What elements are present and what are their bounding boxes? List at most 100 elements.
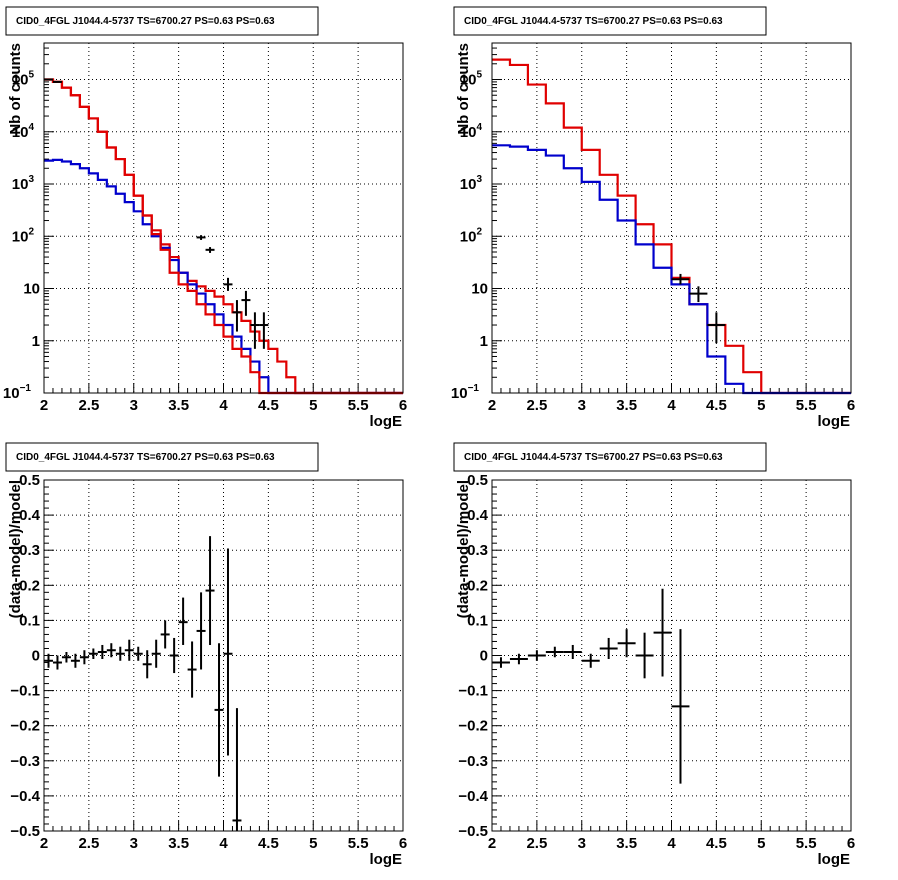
x-tick-label: 5.5 <box>348 397 369 414</box>
y-tick-label-exponent: 2 <box>28 226 34 237</box>
data-point <box>98 645 107 659</box>
data-point <box>188 641 197 697</box>
y-tick-label: −0.3 <box>10 753 40 770</box>
y-tick-label: 10−1 <box>3 383 32 402</box>
data-point <box>89 648 98 659</box>
y-tick-label: −0.5 <box>458 823 488 840</box>
x-tick-label: 5 <box>309 397 317 414</box>
data-point <box>259 312 268 349</box>
x-tick-label: 4.5 <box>258 397 279 414</box>
chart-title: CID0_4FGL J1044.4-5737 TS=6700.27 PS=0.6… <box>16 16 275 27</box>
data-point <box>528 650 546 661</box>
y-tick-label-exponent: 3 <box>476 174 482 185</box>
data-point <box>53 82 62 83</box>
y-tick-label: −0.3 <box>458 753 488 770</box>
x-tick-label: 3.5 <box>616 835 637 852</box>
chart-title: CID0_4FGL J1044.4-5737 TS=6700.27 PS=0.6… <box>464 16 723 27</box>
data-point <box>636 633 654 679</box>
x-tick-label: 3 <box>578 397 586 414</box>
y-tick-label-exponent: 4 <box>28 122 34 133</box>
x-tick-label: 6 <box>399 835 407 852</box>
data-point <box>116 647 125 661</box>
y-tick-label: −0.2 <box>458 718 488 735</box>
x-axis-label: logE <box>370 413 403 430</box>
x-axis-label: logE <box>818 413 851 430</box>
data-point <box>215 643 224 776</box>
x-tick-label: 5 <box>757 397 765 414</box>
y-tick-label: 103 <box>12 174 35 193</box>
y-axis-label: (data-model)/model <box>7 480 24 618</box>
x-tick-label: 6 <box>847 835 855 852</box>
data-point <box>600 638 618 659</box>
data-point <box>125 640 134 661</box>
series-line-2 <box>44 160 403 393</box>
x-tick-label: 2.5 <box>526 397 547 414</box>
y-tick-label-exponent: 4 <box>476 122 482 133</box>
y-tick-label: 1 <box>32 333 40 350</box>
x-tick-label: 2 <box>488 397 496 414</box>
data-point <box>241 291 250 316</box>
y-tick-label: 102 <box>460 226 483 245</box>
data-point <box>170 638 179 673</box>
x-tick-label: 3.5 <box>168 397 189 414</box>
y-tick-label: 1 <box>480 333 488 350</box>
y-tick-label: −0.5 <box>10 823 40 840</box>
y-tick-label-exponent: 5 <box>476 70 482 81</box>
x-tick-label: 6 <box>399 397 407 414</box>
y-axis-label: Nb of counts <box>455 43 472 135</box>
data-point <box>564 645 582 659</box>
y-tick-label-exponent: 2 <box>476 226 482 237</box>
x-tick-label: 4 <box>667 397 676 414</box>
data-point <box>179 598 188 645</box>
y-tick-label: 0 <box>480 648 488 665</box>
y-tick-label-exponent: 5 <box>28 70 34 81</box>
chart-title: CID0_4FGL J1044.4-5737 TS=6700.27 PS=0.6… <box>16 452 275 463</box>
data-point <box>143 650 152 678</box>
y-tick-label-exponent: −1 <box>468 383 480 394</box>
x-tick-label: 5.5 <box>796 397 817 414</box>
x-tick-label: 6 <box>847 397 855 414</box>
x-tick-label: 2.5 <box>78 835 99 852</box>
y-tick-label: −0.4 <box>10 788 40 805</box>
y-tick-label: −0.4 <box>458 788 488 805</box>
x-tick-label: 2 <box>40 835 48 852</box>
y-tick-label: 0 <box>32 648 40 665</box>
x-axis-label: logE <box>370 851 403 868</box>
y-tick-label: −0.1 <box>10 683 40 700</box>
y-axis-label: (data-model)/model <box>455 480 472 618</box>
data-point <box>53 656 62 670</box>
x-tick-label: 3.5 <box>168 835 189 852</box>
x-tick-label: 5.5 <box>348 835 369 852</box>
data-point <box>161 620 170 648</box>
data-point <box>152 640 161 668</box>
x-tick-label: 4 <box>219 835 228 852</box>
data-point <box>618 629 636 657</box>
y-tick-label-exponent: −1 <box>20 383 32 394</box>
data-point <box>672 274 690 284</box>
data-point <box>62 652 71 663</box>
x-tick-label: 2.5 <box>78 397 99 414</box>
data-point <box>707 312 725 343</box>
x-tick-label: 5 <box>309 835 317 852</box>
data-point <box>134 647 143 661</box>
y-tick-label: −0.2 <box>10 718 40 735</box>
y-tick-label: 103 <box>460 174 483 193</box>
data-point <box>224 548 233 755</box>
y-tick-label: 102 <box>12 226 35 245</box>
x-tick-label: 2.5 <box>526 835 547 852</box>
data-point <box>672 629 690 783</box>
y-tick-label-exponent: 3 <box>28 174 34 185</box>
series-line-1 <box>492 60 851 393</box>
x-tick-label: 4.5 <box>706 835 727 852</box>
data-point <box>206 536 215 645</box>
x-tick-label: 4.5 <box>258 835 279 852</box>
x-tick-label: 3.5 <box>616 397 637 414</box>
x-tick-label: 2 <box>488 835 496 852</box>
y-tick-label: 10 <box>471 281 488 298</box>
y-tick-label: 10−1 <box>451 383 480 402</box>
